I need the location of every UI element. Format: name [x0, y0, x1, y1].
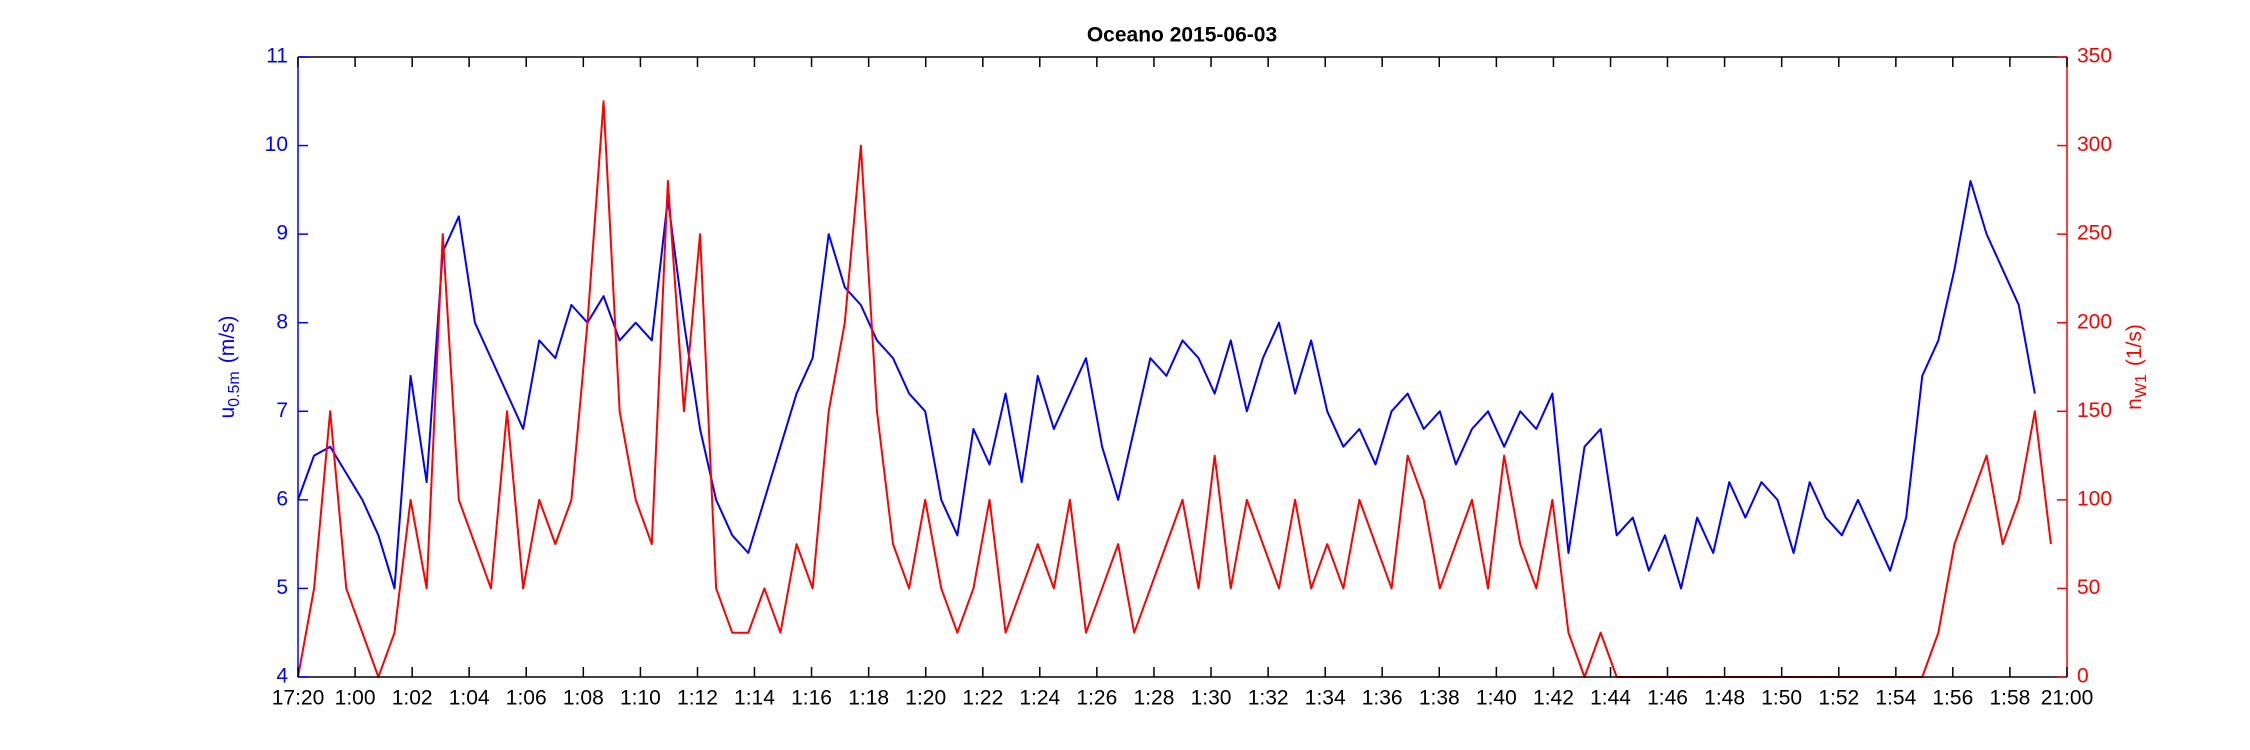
x-tick-label: 1:32 [1248, 687, 1289, 710]
y2-tick-label: 350 [2077, 45, 2112, 68]
x-tick-label: 1:22 [962, 687, 1003, 710]
x-tick-label: 1:42 [1533, 687, 1574, 710]
x-tick-label: 1:26 [1076, 687, 1117, 710]
x-tick-label: 1:30 [1191, 687, 1232, 710]
y2-label-symbol: n [2123, 398, 2146, 410]
y-tick-label: 10 [265, 133, 288, 156]
y2-tick-label: 200 [2077, 310, 2112, 333]
x-tick-label: 1:02 [392, 687, 433, 710]
y-axis-label: u0.5m (m/s) [216, 315, 244, 418]
x-tick-label: 1:34 [1305, 687, 1346, 710]
y2-tick-label: 150 [2077, 399, 2112, 422]
x-tick-label: 1:56 [1932, 687, 1973, 710]
y-label-symbol: u [216, 407, 239, 419]
y-tick-label: 9 [276, 222, 288, 245]
x-tick-label: 1:14 [734, 687, 775, 710]
x-tick-label: 1:16 [791, 687, 832, 710]
x-tick-label: 1:18 [848, 687, 889, 710]
x-tick-label: 1:04 [449, 687, 490, 710]
x-tick-label: 1:20 [905, 687, 946, 710]
x-tick-label: 1:52 [1818, 687, 1859, 710]
y-tick-label: 8 [276, 310, 288, 333]
y2-tick-label: 300 [2077, 133, 2112, 156]
y2-label-subscript: W1 [2133, 374, 2150, 398]
y2-tick-label: 0 [2077, 665, 2089, 688]
y2-label-unit: (1/s) [2123, 324, 2146, 366]
x-tick-label: 1:28 [1134, 687, 1175, 710]
y2-tick-label: 100 [2077, 487, 2112, 510]
x-tick-label: 1:58 [1989, 687, 2030, 710]
y2-axis-label: nW1 (1/s) [2123, 324, 2151, 410]
y-tick-label: 6 [276, 487, 288, 510]
x-tick-label: 1:08 [563, 687, 604, 710]
x-tick-label: 1:10 [620, 687, 661, 710]
x-tick-label: 1:50 [1761, 687, 1802, 710]
x-tick-label: 1:40 [1476, 687, 1517, 710]
x-tick-label: 1:24 [1019, 687, 1060, 710]
y-tick-label: 5 [276, 576, 288, 599]
x-tick-label: 1:38 [1419, 687, 1460, 710]
x-tick-label: 17:20 [272, 687, 325, 710]
x-tick-label: 1:00 [335, 687, 376, 710]
x-tick-label: 1:44 [1590, 687, 1631, 710]
x-tick-label: 1:48 [1704, 687, 1745, 710]
x-tick-label: 1:54 [1875, 687, 1916, 710]
x-tick-label: 1:46 [1647, 687, 1688, 710]
y-label-subscript: 0.5m [226, 371, 243, 407]
y-tick-label: 7 [276, 399, 288, 422]
y2-tick-label: 250 [2077, 222, 2112, 245]
y2-tick-label: 50 [2077, 576, 2100, 599]
x-tick-label: 21:00 [2041, 687, 2094, 710]
y-label-unit: (m/s) [216, 315, 239, 363]
x-tick-label: 1:06 [506, 687, 547, 710]
chart-title: Oceano 2015-06-03 [1087, 24, 1277, 47]
y-tick-label: 11 [266, 45, 288, 68]
x-tick-label: 1:36 [1362, 687, 1403, 710]
x-tick-label: 1:12 [677, 687, 718, 710]
y-tick-label: 4 [276, 665, 288, 688]
